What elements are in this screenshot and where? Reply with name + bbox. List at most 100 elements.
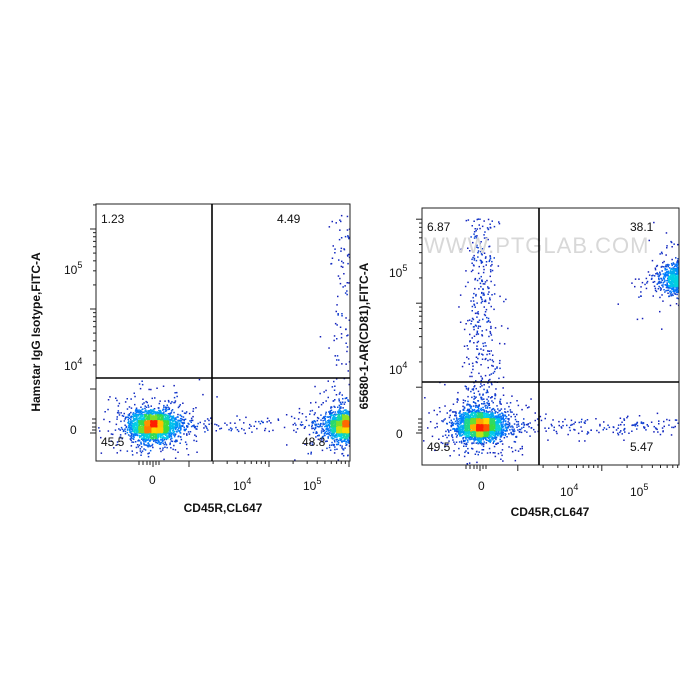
event-dot — [138, 420, 141, 422]
event-dot — [122, 415, 125, 417]
event-dot — [161, 412, 164, 414]
event-dot — [424, 397, 426, 399]
event-dot — [132, 433, 135, 435]
event-dot — [497, 442, 499, 444]
event-dot — [334, 430, 337, 432]
event-dot — [334, 424, 337, 427]
event-dot — [466, 443, 468, 446]
event-dot — [472, 241, 474, 244]
event-dot — [472, 256, 474, 259]
event-dot — [159, 447, 161, 450]
event-dot — [164, 425, 166, 428]
event-dot — [463, 455, 466, 458]
event-dot — [342, 421, 344, 424]
event-dot — [481, 385, 483, 387]
event-dot — [423, 440, 425, 442]
event-dot — [120, 426, 123, 429]
event-dot — [337, 314, 339, 316]
event-dot — [497, 452, 500, 455]
event-dot — [177, 406, 180, 409]
event-dot — [195, 435, 197, 438]
event-dot — [336, 338, 338, 340]
event-dot — [663, 289, 665, 291]
event-dot — [581, 418, 583, 421]
event-dot — [234, 422, 236, 424]
event-dot — [326, 428, 329, 431]
event-dot — [505, 415, 508, 418]
event-dot — [477, 340, 480, 343]
event-dot — [324, 415, 327, 417]
event-dot — [471, 262, 473, 264]
event-dot — [164, 446, 166, 448]
event-dot — [112, 433, 114, 436]
event-dot — [115, 397, 117, 399]
event-dot — [493, 225, 496, 228]
event-dot — [490, 373, 493, 375]
event-dot — [663, 260, 665, 263]
event-dot — [324, 434, 326, 437]
event-dot — [164, 424, 167, 426]
event-dot — [322, 428, 324, 431]
event-dot — [340, 333, 343, 335]
event-dot — [141, 420, 143, 422]
event-dot — [162, 409, 164, 411]
event-dot — [444, 434, 447, 436]
event-dot — [463, 442, 466, 445]
event-dot — [308, 433, 311, 436]
event-dot — [331, 429, 333, 431]
event-dot — [490, 265, 492, 267]
event-dot — [476, 348, 478, 350]
event-dot — [110, 440, 113, 442]
event-dot — [160, 437, 162, 439]
event-dot — [338, 433, 341, 435]
event-dot — [170, 447, 172, 449]
event-dot — [486, 227, 489, 229]
event-dot — [329, 422, 331, 425]
event-dot — [488, 245, 491, 248]
event-dot — [462, 402, 465, 404]
event-dot — [481, 292, 483, 294]
event-dot — [472, 401, 475, 403]
event-dot — [147, 446, 149, 448]
event-dot — [478, 277, 481, 280]
event-dot — [136, 423, 138, 426]
event-dot — [162, 414, 164, 416]
event-dot — [467, 389, 469, 391]
event-dot — [669, 293, 672, 295]
event-dot — [660, 281, 662, 283]
event-dot — [436, 413, 438, 416]
event-dot — [337, 459, 340, 461]
event-dot — [345, 430, 347, 432]
event-dot — [330, 432, 333, 435]
event-dot — [436, 422, 438, 425]
event-dot — [663, 420, 665, 423]
event-dot — [337, 418, 339, 420]
event-dot — [478, 451, 480, 453]
event-dot — [496, 366, 498, 368]
event-dot — [134, 432, 137, 435]
event-dot — [334, 418, 337, 420]
event-dot — [169, 418, 171, 421]
event-dot — [100, 452, 103, 454]
event-dot — [171, 409, 174, 411]
event-dot — [482, 349, 485, 351]
event-dot — [311, 443, 314, 445]
event-dot — [347, 236, 349, 238]
event-dot — [444, 418, 446, 420]
event-dot — [173, 428, 175, 430]
event-dot — [171, 416, 174, 418]
event-dot — [338, 259, 340, 261]
event-dot — [316, 425, 319, 428]
event-dot — [254, 420, 257, 423]
event-dot — [584, 440, 586, 442]
event-dot — [141, 418, 144, 420]
event-dot — [602, 429, 604, 431]
event-dot — [320, 403, 323, 406]
event-dot — [206, 418, 209, 420]
event-dot — [140, 429, 142, 431]
x-tick-label-1: 104 — [233, 476, 251, 493]
event-dot — [314, 426, 317, 429]
event-dot — [327, 436, 329, 438]
event-dot — [477, 311, 479, 313]
event-dot — [472, 389, 475, 391]
